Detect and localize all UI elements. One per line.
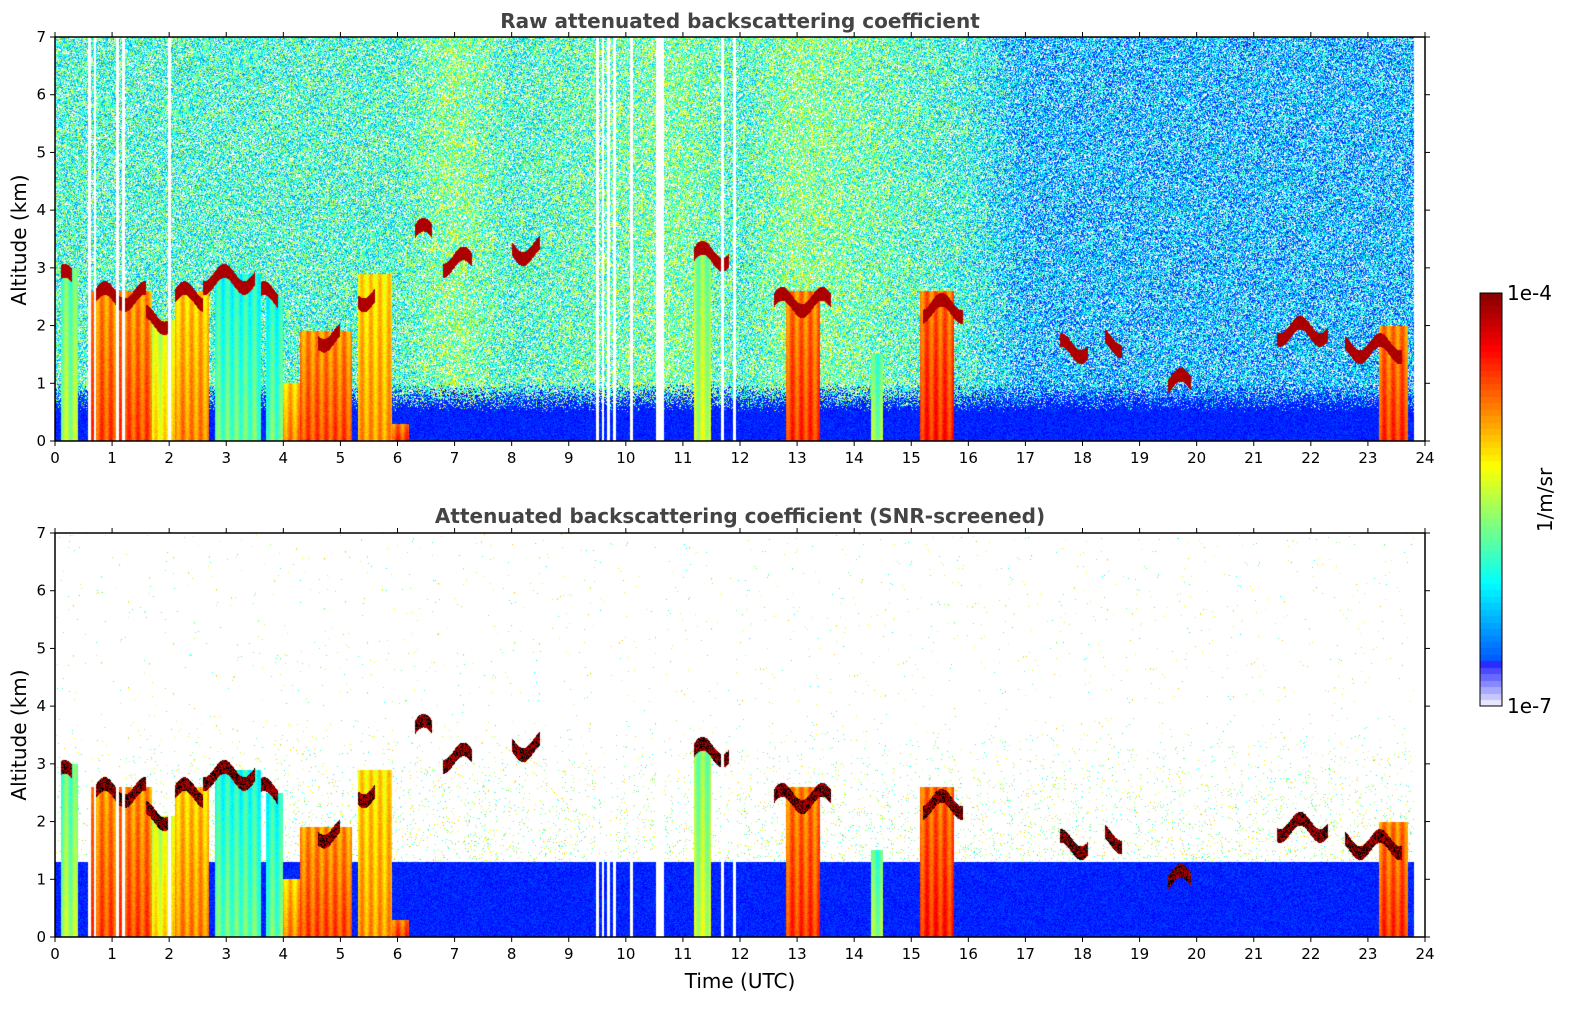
x-tick-label: 2	[164, 449, 174, 467]
y-tick-label: 0	[36, 432, 46, 450]
x-tick-label: 16	[959, 945, 978, 963]
y-tick-label: 4	[36, 201, 46, 219]
y-tick-label: 0	[36, 928, 46, 946]
x-tick-label: 23	[1358, 945, 1377, 963]
x-tick-label: 8	[507, 449, 517, 467]
x-tick-label: 13	[788, 945, 807, 963]
x-tick-label: 19	[1130, 449, 1149, 467]
x-tick-label: 3	[221, 945, 231, 963]
x-tick-label: 20	[1187, 449, 1206, 467]
x-tick-label: 10	[616, 945, 635, 963]
x-tick-label: 13	[788, 449, 807, 467]
x-tick-label: 15	[902, 449, 921, 467]
x-tick-label: 18	[1073, 449, 1092, 467]
x-tick-label: 7	[450, 449, 460, 467]
colorbar-unit-label: 1/m/sr	[1533, 467, 1557, 532]
y-tick-label: 6	[36, 582, 46, 600]
x-tick-label: 4	[279, 449, 289, 467]
y-tick-label: 3	[36, 259, 46, 277]
x-tick-label: 17	[1016, 449, 1035, 467]
panel-screened-x-axis: 0 1 2 3 4 5 6 7 8 9 10 11 12 13 14 15 16 17 18 19 20 21 22 23 24	[50, 528, 1435, 963]
y-tick-label: 5	[36, 143, 46, 161]
x-tick-label: 14	[845, 945, 864, 963]
colorbar-min-label: 1e-7	[1507, 694, 1552, 718]
x-tick-label: 9	[564, 945, 574, 963]
x-tick-label: 7	[450, 945, 460, 963]
x-tick-label: 9	[564, 449, 574, 467]
x-tick-label: 8	[507, 945, 517, 963]
y-tick-label: 4	[36, 697, 46, 715]
panel-raw-x-axis: 0 1 2 3 4 5 6 7 8 9 10 11 12 13 14 15 16 17 18 19 20 21 22 23 24	[50, 32, 1435, 467]
x-tick-label: 18	[1073, 945, 1092, 963]
panel-screened: Attenuated backscattering coefficient (S…	[7, 504, 1435, 993]
panel-raw-title: Raw attenuated backscattering coefficien…	[500, 9, 980, 33]
x-tick-label: 5	[336, 449, 346, 467]
panel-screened-xlabel: Time (UTC)	[684, 969, 796, 993]
y-tick-label: 7	[36, 28, 46, 46]
panel-screened-heatmap	[55, 533, 1425, 937]
x-tick-label: 6	[393, 945, 403, 963]
x-tick-label: 6	[393, 449, 403, 467]
y-tick-label: 5	[36, 639, 46, 657]
x-tick-label: 20	[1187, 945, 1206, 963]
x-tick-label: 11	[673, 449, 692, 467]
panel-raw: Raw attenuated backscattering coefficien…	[7, 9, 1435, 467]
x-tick-label: 12	[730, 449, 749, 467]
panel-raw-y-axis: 0 1 2 3 4 5 6 7	[36, 28, 1430, 450]
x-tick-label: 17	[1016, 945, 1035, 963]
x-tick-label: 2	[164, 945, 174, 963]
colorbar-frame	[1479, 292, 1503, 707]
x-tick-label: 19	[1130, 945, 1149, 963]
y-tick-label: 1	[36, 374, 46, 392]
panel-screened-title: Attenuated backscattering coefficient (S…	[435, 504, 1045, 528]
x-tick-label: 3	[221, 449, 231, 467]
x-tick-label: 16	[959, 449, 978, 467]
x-tick-label: 0	[50, 449, 60, 467]
y-tick-label: 2	[36, 813, 46, 831]
y-tick-label: 6	[36, 86, 46, 104]
panel-raw-heatmap	[55, 37, 1425, 441]
x-tick-label: 10	[616, 449, 635, 467]
x-tick-label: 4	[279, 945, 289, 963]
x-tick-label: 21	[1244, 945, 1263, 963]
x-tick-label: 5	[336, 945, 346, 963]
x-tick-label: 21	[1244, 449, 1263, 467]
x-tick-label: 24	[1415, 945, 1434, 963]
colorbar: 1e-4 1e-7 1/m/sr	[1479, 281, 1557, 718]
y-tick-label: 7	[36, 524, 46, 542]
panel-raw-ylabel: Altitude (km)	[7, 174, 31, 305]
x-tick-label: 11	[673, 945, 692, 963]
x-tick-label: 23	[1358, 449, 1377, 467]
panel-screened-ylabel: Altitude (km)	[7, 669, 31, 800]
y-tick-label: 1	[36, 870, 46, 888]
x-tick-label: 22	[1301, 449, 1320, 467]
y-tick-label: 2	[36, 317, 46, 335]
x-tick-label: 1	[107, 449, 117, 467]
panel-screened-y-axis: 0 1 2 3 4 5 6 7	[36, 524, 1430, 946]
colorbar-gradient	[1480, 293, 1502, 706]
x-tick-label: 15	[902, 945, 921, 963]
y-tick-label: 3	[36, 755, 46, 773]
x-tick-label: 22	[1301, 945, 1320, 963]
colorbar-max-label: 1e-4	[1507, 281, 1552, 305]
x-tick-label: 1	[107, 945, 117, 963]
x-tick-label: 24	[1415, 449, 1434, 467]
x-tick-label: 14	[845, 449, 864, 467]
x-tick-label: 0	[50, 945, 60, 963]
x-tick-label: 12	[730, 945, 749, 963]
